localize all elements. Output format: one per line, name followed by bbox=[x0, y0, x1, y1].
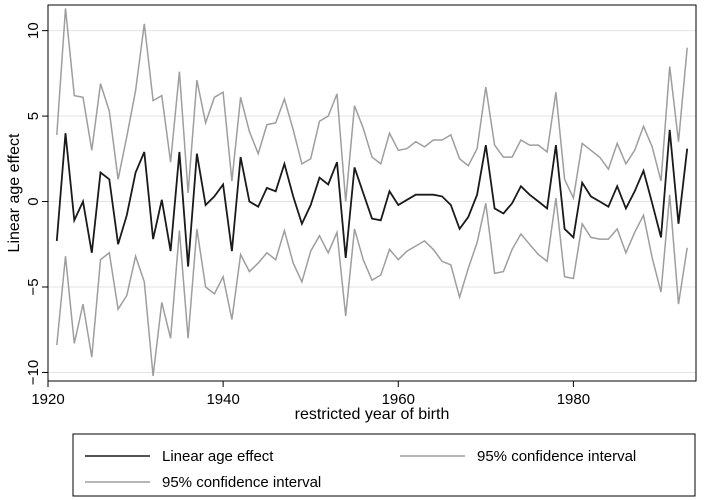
y-tick-label: 0 bbox=[25, 197, 42, 205]
x-axis: 1920 1940 1960 1980 bbox=[31, 381, 590, 408]
series-line-lower-ci bbox=[56, 194, 688, 376]
legend-label-linear-age-effect: Linear age effect bbox=[162, 448, 274, 465]
x-tick-label: 1980 bbox=[557, 391, 590, 408]
y-tick-label: −5 bbox=[25, 278, 42, 295]
series-line-upper-ci bbox=[56, 8, 688, 202]
x-tick-label: 1940 bbox=[206, 391, 239, 408]
y-axis: 10 5 0 −5 −10 bbox=[25, 22, 48, 385]
x-axis-title: restricted year of birth bbox=[295, 406, 450, 423]
y-tick-label: −10 bbox=[25, 360, 42, 385]
legend: Linear age effect 95% confidence interva… bbox=[72, 433, 696, 497]
legend-label-lower-ci: 95% confidence interval bbox=[162, 474, 321, 491]
plot-frame bbox=[47, 4, 697, 382]
legend-label-upper-ci: 95% confidence interval bbox=[477, 448, 636, 465]
gridlines bbox=[48, 30, 696, 373]
series-line-linear-age-effect bbox=[55, 129, 689, 267]
x-tick-label: 1960 bbox=[382, 391, 415, 408]
series-group bbox=[55, 8, 689, 376]
x-tick-label: 1920 bbox=[31, 391, 64, 408]
legend-box bbox=[72, 433, 696, 497]
y-tick-label: 10 bbox=[25, 22, 42, 39]
y-tick-label: 5 bbox=[25, 112, 42, 120]
y-axis-title: Linear age effect bbox=[6, 133, 23, 252]
